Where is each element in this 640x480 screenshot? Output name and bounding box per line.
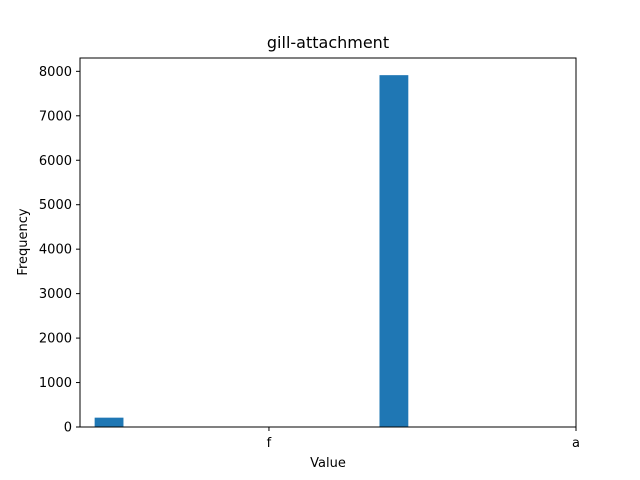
y-tick-label-0: 0 [64, 421, 72, 436]
x-tick-label-0: f [267, 436, 272, 451]
y-tick-label-2: 2000 [39, 332, 72, 347]
y-tick-label-4: 4000 [39, 243, 72, 258]
axes-frame [79, 57, 577, 428]
chart-title: gill-attachment [267, 33, 389, 52]
y-axis-ticks: 0 1000 2000 3000 4000 5000 6000 7000 8000 [39, 65, 80, 436]
x-axis-label: Value [310, 456, 346, 471]
y-tick-label-5: 5000 [39, 198, 72, 213]
y-tick-label-1: 1000 [39, 376, 72, 391]
y-tick-label-3: 3000 [39, 287, 72, 302]
y-tick-label-7: 7000 [39, 109, 72, 124]
bar-0 [94, 417, 124, 427]
y-tick-label-6: 6000 [39, 154, 72, 169]
bars-layer [94, 75, 409, 427]
y-axis-label: Frequency [16, 208, 31, 275]
bar-1 [379, 75, 409, 427]
x-tick-label-1: a [572, 436, 580, 451]
y-tick-label-8: 8000 [39, 65, 72, 80]
